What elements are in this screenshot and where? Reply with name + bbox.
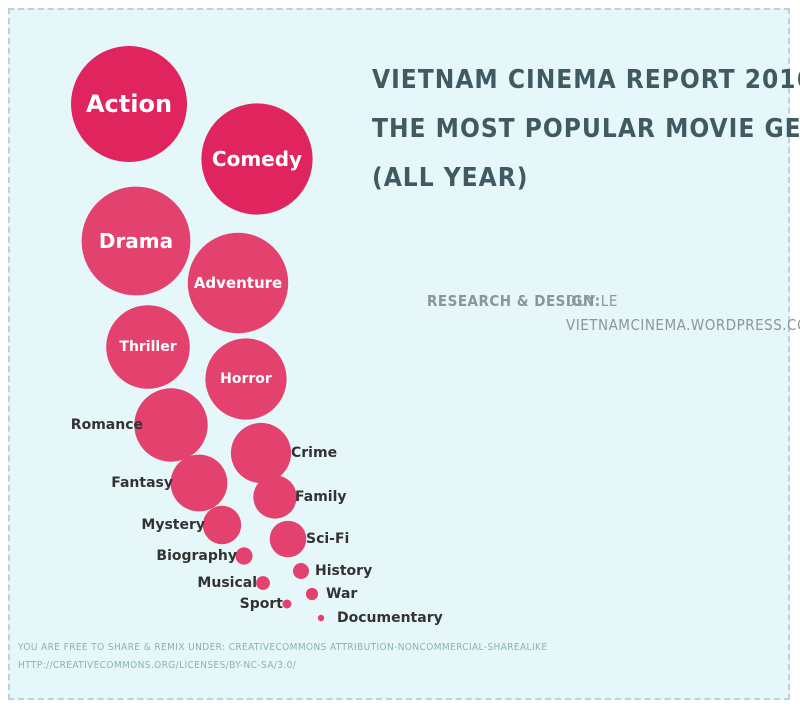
bubble-crime	[230, 422, 292, 484]
license-line-1: YOU ARE FREE TO SHARE & REMIX UNDER: CRE…	[17, 642, 547, 653]
bubble-comedy	[201, 103, 313, 215]
bubble-adventure	[187, 232, 289, 334]
label-sci-fi: Sci-Fi	[306, 531, 349, 547]
bubble-musical	[256, 576, 270, 590]
bubble-war	[305, 587, 319, 601]
bubble-action	[71, 46, 187, 162]
bubble-mystery	[202, 505, 242, 545]
label-crime: Crime	[291, 445, 337, 461]
label-family: Family	[295, 489, 347, 505]
bubble-romance	[134, 388, 208, 462]
label-drama: Drama	[99, 229, 173, 253]
credit-site: VIETNAMCINEMA.WORDPRESS.COM	[566, 316, 800, 334]
label-adventure: Adventure	[194, 274, 282, 292]
label-comedy: Comedy	[212, 147, 302, 171]
title-line-2: THE MOST POPULAR MOVIE GENRES	[372, 114, 800, 144]
label-action: Action	[86, 90, 172, 118]
credit-author: DUY LE	[566, 292, 618, 310]
label-history: History	[315, 563, 372, 579]
bubble-biography	[235, 547, 253, 565]
title-line-1: VIETNAM CINEMA REPORT 2016	[372, 65, 800, 95]
license-line-2: HTTP://CREATIVECOMMONS.ORG/LICENSES/BY-N…	[18, 660, 297, 671]
label-biography: Biography	[156, 548, 237, 564]
bubble-horror	[205, 338, 287, 420]
label-war: War	[326, 586, 357, 602]
label-musical: Musical	[197, 575, 257, 591]
credit-label: RESEARCH & DESIGN:	[427, 292, 601, 310]
bubble-history	[293, 563, 309, 579]
bubble-fantasy	[170, 454, 228, 512]
label-documentary: Documentary	[337, 610, 443, 626]
label-fantasy: Fantasy	[111, 475, 173, 491]
label-horror: Horror	[220, 371, 272, 387]
bubble-sport	[282, 599, 292, 609]
label-sport: Sport	[240, 596, 284, 612]
title-line-3: (ALL YEAR)	[372, 163, 528, 193]
bubbles-group: Action Comedy Drama Adventure Thriller Horror…	[71, 46, 443, 626]
bubble-drama	[81, 186, 191, 296]
label-thriller: Thriller	[119, 339, 176, 355]
bubble-documentary	[317, 614, 325, 622]
bubble-family	[253, 475, 297, 519]
bubble-thriller	[106, 305, 190, 389]
label-romance: Romance	[71, 417, 143, 433]
label-mystery: Mystery	[141, 517, 205, 533]
bubble-sci-fi	[269, 520, 307, 558]
